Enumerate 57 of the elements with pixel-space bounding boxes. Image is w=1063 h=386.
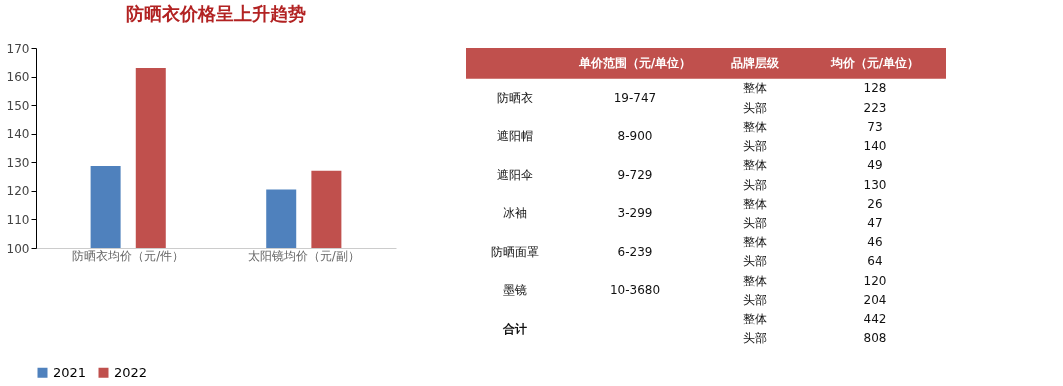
x-tick-label: 太阳镜均价（元/副）: [247, 248, 360, 263]
text: 26: [867, 196, 883, 211]
text: 442: [863, 312, 887, 327]
text: 19-747: [613, 91, 657, 105]
text: 墨镜: [502, 283, 527, 298]
text: 46: [867, 235, 883, 250]
category-label: 均价（元/单位）: [829, 56, 920, 71]
text: 头部: [742, 177, 767, 192]
text: 140: [863, 139, 887, 154]
text: 49: [867, 158, 883, 173]
text: 整体: [742, 119, 767, 134]
text: 防晒衣: [496, 91, 533, 105]
text: 遮阳伞: [496, 167, 533, 182]
text: 头部: [742, 216, 767, 230]
text: 223: [863, 100, 887, 115]
text: 64: [867, 254, 883, 269]
y-tick-label: 120: [6, 184, 30, 199]
text: 47: [867, 216, 883, 230]
y-tick-label: 170: [6, 41, 30, 56]
text: 头部: [742, 292, 767, 307]
y-tick-label: 150: [6, 98, 30, 113]
y-tick-label: 110: [6, 212, 30, 227]
x-tick-label: 防晒衣均价（元/件）: [72, 248, 185, 263]
text: 遮阳帽: [496, 129, 533, 144]
y-tick-label: 130: [6, 155, 30, 170]
text: 130: [863, 177, 887, 192]
text: 808: [863, 331, 887, 346]
text: 10-3680: [609, 283, 661, 298]
text: 头部: [742, 139, 767, 154]
text: 整体: [742, 158, 767, 173]
text: 整体: [742, 81, 767, 96]
text: 整体: [742, 312, 767, 327]
text: 防晒面罩: [490, 244, 539, 259]
text: 整体: [742, 273, 767, 288]
text: 128: [863, 81, 887, 96]
category-label: 品牌层级: [730, 56, 780, 71]
y-tick-label: 100: [6, 241, 30, 256]
text: 6-239: [617, 244, 653, 259]
text: 头部: [742, 254, 767, 269]
y-tick-label: 160: [6, 70, 30, 85]
text: 头部: [742, 331, 767, 346]
text: 整体: [742, 235, 767, 250]
text: 204: [863, 292, 887, 307]
text: 冰袖: [502, 206, 527, 221]
legend-label: 2022: [114, 364, 148, 380]
text: 120: [863, 273, 887, 288]
text: 73: [867, 119, 883, 134]
text: 整体: [742, 196, 767, 211]
text: 头部: [742, 100, 767, 115]
category-label: 单价范围（元/单位）: [577, 56, 692, 71]
legend-label: 2021: [53, 364, 87, 380]
text: 8-900: [617, 129, 653, 144]
y-tick-label: 140: [6, 127, 30, 142]
chart-title: 防晒衣价格呈上升趋势: [126, 3, 306, 24]
text: 合计: [502, 321, 527, 336]
text: 3-299: [617, 206, 653, 221]
text: 9-729: [617, 167, 653, 182]
